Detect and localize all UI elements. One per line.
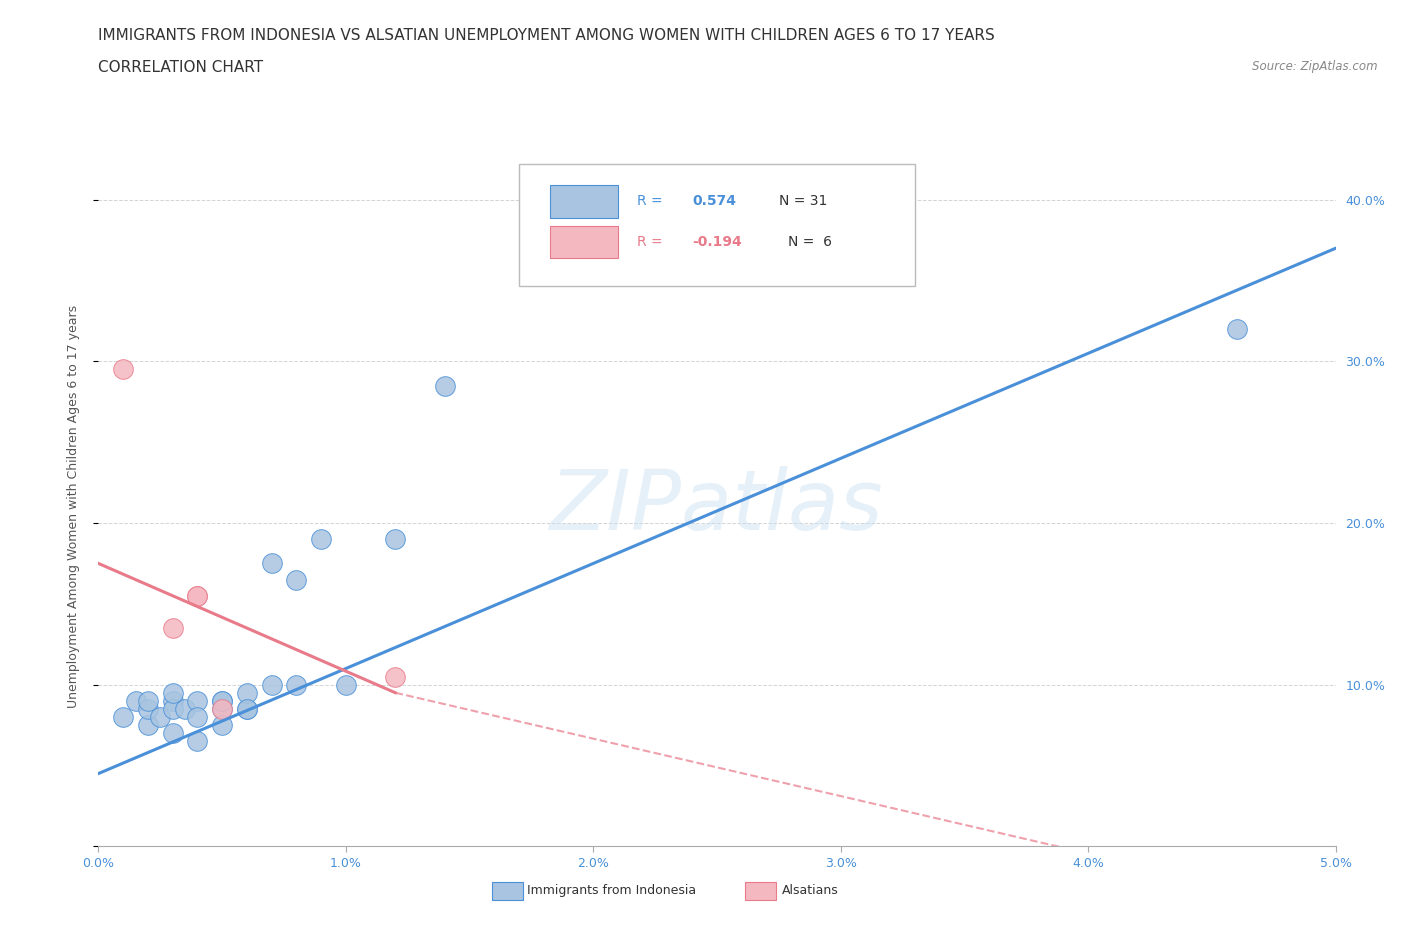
Point xyxy=(149,710,172,724)
FancyBboxPatch shape xyxy=(550,226,619,259)
Text: IMMIGRANTS FROM INDONESIA VS ALSATIAN UNEMPLOYMENT AMONG WOMEN WITH CHILDREN AGE: IMMIGRANTS FROM INDONESIA VS ALSATIAN UN… xyxy=(98,28,995,43)
Point xyxy=(309,532,332,547)
Point xyxy=(136,694,159,709)
Point xyxy=(236,701,259,716)
Text: Source: ZipAtlas.com: Source: ZipAtlas.com xyxy=(1253,60,1378,73)
Point xyxy=(186,734,208,749)
Point xyxy=(186,710,208,724)
Text: N = 31: N = 31 xyxy=(779,194,827,208)
Y-axis label: Unemployment Among Women with Children Ages 6 to 17 years: Unemployment Among Women with Children A… xyxy=(67,305,80,709)
Point xyxy=(285,572,308,587)
Point xyxy=(384,670,406,684)
Point xyxy=(211,718,233,733)
Point xyxy=(162,725,184,740)
Point xyxy=(162,694,184,709)
Point xyxy=(162,620,184,635)
Text: 0.574: 0.574 xyxy=(692,194,737,208)
Point xyxy=(335,677,357,692)
Text: Alsatians: Alsatians xyxy=(782,884,838,897)
Point xyxy=(136,718,159,733)
Text: R =: R = xyxy=(637,235,666,249)
Text: -0.194: -0.194 xyxy=(692,235,742,249)
Point xyxy=(211,701,233,716)
Point xyxy=(433,379,456,393)
Point xyxy=(236,701,259,716)
Point xyxy=(186,589,208,604)
Point xyxy=(112,362,135,377)
Point xyxy=(285,677,308,692)
Point xyxy=(631,217,654,232)
Point xyxy=(186,589,208,604)
Point xyxy=(186,694,208,709)
Text: Immigrants from Indonesia: Immigrants from Indonesia xyxy=(527,884,696,897)
Point xyxy=(211,701,233,716)
Point xyxy=(136,701,159,716)
FancyBboxPatch shape xyxy=(519,164,915,286)
Point xyxy=(162,685,184,700)
Point xyxy=(1226,322,1249,337)
Text: R =: R = xyxy=(637,194,666,208)
Point xyxy=(112,710,135,724)
Text: ZIPatlas: ZIPatlas xyxy=(550,466,884,548)
Point xyxy=(174,701,197,716)
Point xyxy=(211,694,233,709)
Point xyxy=(124,694,146,709)
Text: CORRELATION CHART: CORRELATION CHART xyxy=(98,60,263,75)
Point xyxy=(384,532,406,547)
Point xyxy=(211,694,233,709)
Point xyxy=(260,556,283,571)
FancyBboxPatch shape xyxy=(550,185,619,218)
Text: N =  6: N = 6 xyxy=(787,235,831,249)
Point xyxy=(260,677,283,692)
Point xyxy=(162,701,184,716)
Point xyxy=(236,685,259,700)
